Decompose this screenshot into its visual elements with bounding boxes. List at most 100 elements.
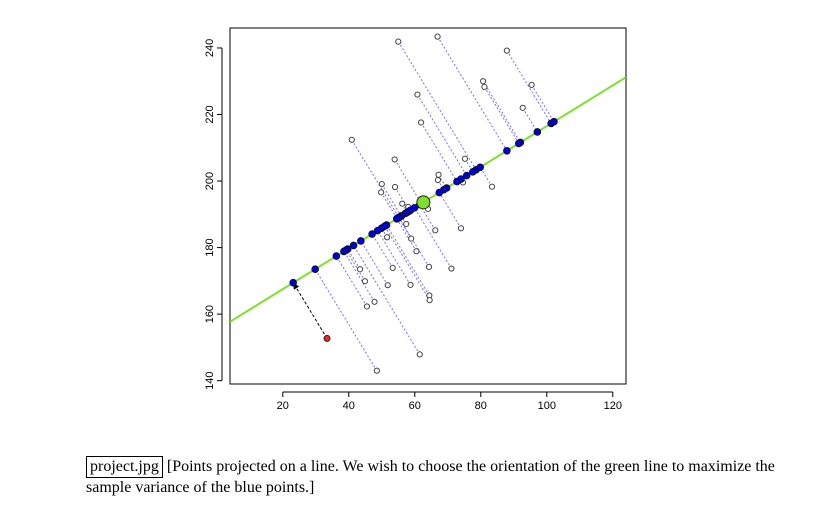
data-point	[391, 156, 398, 163]
data-point	[481, 83, 488, 90]
projection-segment	[345, 249, 366, 282]
y-tick-label: 140	[204, 371, 216, 389]
data-point	[488, 183, 496, 190]
data-point	[519, 104, 526, 111]
projected-point	[457, 175, 465, 183]
projected-point	[340, 247, 348, 256]
projected-point	[476, 163, 485, 172]
projected-point	[469, 167, 477, 176]
x-tick-label: 100	[538, 400, 556, 412]
data-point	[395, 38, 402, 45]
data-point	[416, 351, 423, 358]
data-point	[373, 367, 380, 374]
projected-point	[380, 222, 389, 231]
projection-scatter-plot: 20 40 60 80 100 120 140 160 180 200 220 240	[204, 27, 627, 412]
data-point	[383, 234, 391, 241]
projected-point	[514, 139, 523, 148]
projection-segment	[417, 94, 468, 176]
projection-arrow	[292, 282, 328, 339]
y-tick-label: 180	[204, 238, 216, 256]
projected-point	[410, 204, 419, 212]
data-point	[408, 235, 415, 242]
projection-segment	[482, 80, 521, 143]
data-point	[461, 155, 469, 162]
data-point	[413, 248, 420, 255]
x-tick-label: 20	[277, 400, 289, 412]
projection-segment	[394, 186, 410, 212]
data-point	[363, 303, 371, 310]
projection-segment	[394, 159, 422, 204]
projected-point	[373, 226, 382, 235]
data-point	[434, 176, 441, 184]
y-tick-label: 160	[204, 305, 216, 323]
data-point	[384, 282, 391, 289]
projection-segment	[380, 192, 398, 219]
projection-segment	[360, 240, 389, 286]
projected-point	[550, 117, 558, 126]
x-tick-label: 40	[343, 400, 355, 412]
data-point	[389, 264, 396, 271]
x-tick-label: 60	[409, 400, 421, 412]
data-point	[448, 265, 455, 272]
y-tick-label: 200	[204, 172, 216, 190]
data-point	[480, 78, 487, 85]
data-point	[528, 81, 535, 88]
data-point	[425, 263, 433, 270]
data-point	[348, 136, 355, 143]
data-point	[426, 297, 433, 304]
mean-point	[416, 195, 431, 210]
projection-segment	[377, 230, 411, 286]
y-tick-label: 240	[204, 39, 216, 57]
data-point	[457, 225, 465, 232]
projection-segment	[386, 224, 430, 296]
projected-point	[332, 252, 341, 260]
projected-point	[533, 128, 542, 136]
projection-segment	[414, 207, 452, 269]
caption-filename: project.jpg	[86, 456, 163, 478]
plot-frame	[229, 27, 627, 385]
projection-segment	[506, 50, 552, 124]
projection-segment	[343, 251, 375, 303]
x-axis: 20 40 60 80 100 120	[277, 391, 622, 412]
projected-point	[435, 188, 444, 197]
data-point	[503, 47, 510, 54]
projection-segment	[314, 268, 378, 371]
plot-marks	[230, 33, 626, 374]
x-tick-label: 120	[604, 400, 622, 412]
y-axis: 140 160 180 200 220 240	[204, 39, 223, 390]
projected-point	[311, 265, 319, 273]
x-tick-label: 80	[475, 400, 487, 412]
y-tick-label: 220	[204, 105, 216, 123]
data-point	[434, 33, 441, 40]
data-point	[399, 200, 406, 207]
projected-point	[503, 146, 511, 155]
projection-segment	[384, 225, 431, 301]
data-point	[378, 189, 385, 196]
figure-caption: project.jpg [Points projected on a line.…	[86, 456, 786, 498]
data-point	[391, 183, 399, 191]
projection-segment	[397, 41, 477, 171]
data-point	[435, 171, 442, 178]
data-point	[378, 180, 385, 188]
projection-segment	[531, 84, 555, 122]
projection-segment	[438, 192, 462, 229]
projection-segment	[437, 36, 508, 152]
projection-segment	[353, 245, 421, 355]
highlighted-point	[323, 334, 331, 342]
projection-segment	[484, 86, 520, 144]
caption-text: [Points projected on a line. We wish to …	[86, 458, 775, 496]
projection-segment	[371, 233, 394, 269]
data-point	[356, 266, 364, 273]
projected-point	[289, 278, 297, 287]
data-point	[403, 220, 410, 228]
projected-point	[368, 230, 376, 238]
projected-point	[349, 241, 358, 250]
data-point	[407, 281, 414, 288]
projected-point	[462, 171, 471, 180]
projected-point	[357, 237, 365, 245]
projection-segment	[522, 107, 538, 133]
projection-segment	[351, 139, 400, 218]
projection-segment	[381, 183, 402, 217]
projection-segment	[335, 255, 368, 307]
projected-point	[395, 213, 403, 222]
